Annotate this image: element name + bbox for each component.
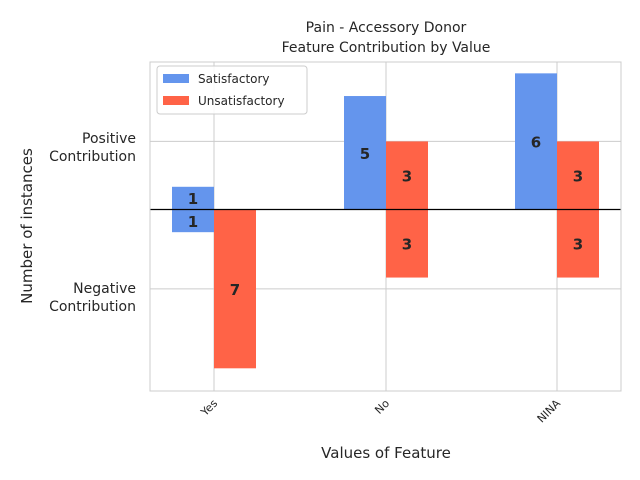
bar-value-label: 3 (402, 167, 412, 185)
legend-label-unsatisfactory: Unsatisfactory (198, 94, 285, 108)
plot-area: 1 1 5 6 7 3 3 3 3 (149, 61, 622, 392)
ytick-positive-line2: Contribution (49, 149, 136, 165)
bar-value-label: 3 (402, 236, 412, 254)
legend-label-satisfactory: Satisfactory (198, 72, 270, 86)
bar-positive (172, 186, 214, 210)
bar-value-labels: 1 1 5 6 7 3 3 3 3 (188, 133, 583, 298)
bar-negative (172, 209, 214, 233)
bars (172, 73, 599, 369)
bar-value-label: 1 (188, 190, 198, 208)
bar-negative (386, 209, 428, 278)
bar-value-label: 1 (188, 213, 198, 231)
x-axis-label: Values of Feature (321, 444, 451, 462)
plot-frame (149, 61, 622, 392)
bar-positive (515, 73, 557, 210)
bar-positive (557, 141, 599, 210)
bar-positive (344, 96, 386, 210)
y-axis-label: Number of instances (18, 148, 36, 304)
ytick-negative-line2: Contribution (49, 299, 136, 315)
bar-value-label: 5 (360, 145, 370, 163)
legend-box (156, 65, 308, 115)
bar-negative (557, 209, 599, 278)
bar-negative (214, 209, 256, 369)
chart-title-line2: Feature Contribution by Value (282, 40, 491, 56)
bar-value-label: 6 (531, 133, 541, 151)
bar-value-label: 3 (573, 167, 583, 185)
bar-positive (386, 141, 428, 210)
chart-title-line1: Pain - Accessory Donor (306, 20, 467, 36)
legend-swatch-satisfactory (163, 74, 189, 83)
ytick-positive-line1: Positive (82, 131, 136, 147)
legend-swatch-unsatisfactory (163, 96, 189, 105)
bar-value-label: 7 (230, 281, 240, 299)
bar-value-label: 3 (573, 236, 583, 254)
ytick-negative-line1: Negative (73, 281, 136, 297)
legend: Satisfactory Unsatisfactory (156, 65, 308, 115)
